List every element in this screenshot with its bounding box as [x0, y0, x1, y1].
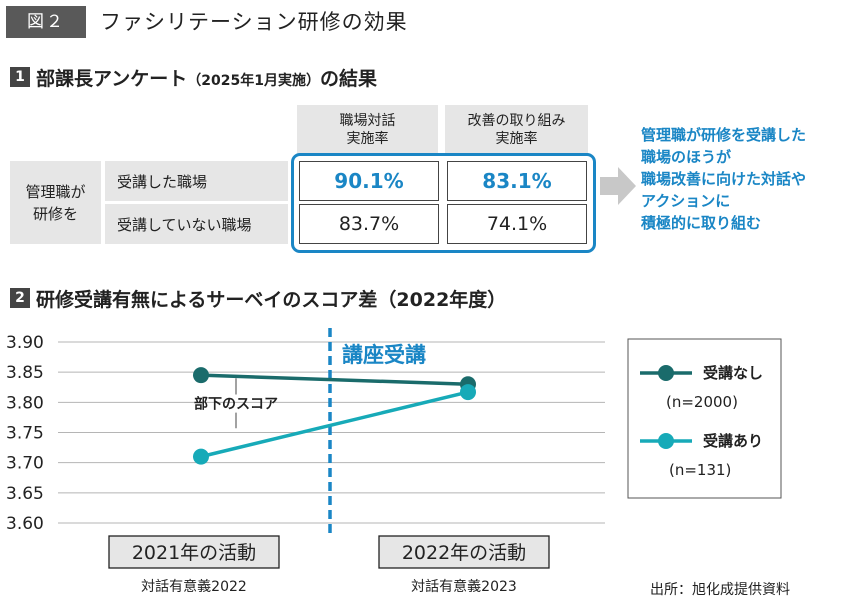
- col-header-improvement: 改善の取り組み 実施率: [445, 105, 588, 155]
- value-not-attended-dialogue: 83.7%: [299, 204, 439, 244]
- section1-title-suffix: の結果: [319, 67, 377, 90]
- series-line: [200, 373, 469, 386]
- group-label: 管理職が 研修を: [10, 161, 101, 244]
- col-header-improvement-line2: 実施率: [495, 131, 538, 147]
- legend-swatch-marker: [658, 365, 674, 381]
- value-not-attended-improvement: 74.1%: [447, 204, 587, 244]
- y-tick-label: 3.75: [6, 424, 44, 444]
- y-tick-label: 3.90: [6, 333, 44, 353]
- category-label: 2021年の活動: [132, 542, 256, 564]
- callout-line: 管理職が研修を受講した: [641, 126, 807, 144]
- series-point: [460, 384, 476, 401]
- col-header-dialogue: 職場対話 実施率: [297, 105, 438, 155]
- category-box: [378, 535, 550, 569]
- figure-badge: 図２: [6, 6, 86, 38]
- col-header-improvement-line1: 改善の取り組み: [467, 113, 566, 129]
- legend-count: (n=2000): [666, 393, 738, 411]
- source-note: 出所：旭化成提供資料: [650, 582, 790, 598]
- series-point: [193, 367, 209, 384]
- y-tick-label: 3.60: [6, 514, 44, 534]
- section1-subtitle: （2025年1月実施）: [187, 72, 320, 89]
- section2-title: 研修受講有無によるサーベイのスコア差（2022年度）: [36, 288, 507, 311]
- callout-line: アクションに: [641, 192, 731, 210]
- callout-line: 積極的に取り組む: [641, 214, 762, 232]
- section1-heading: 1 部課長アンケート（2025年1月実施）の結果: [10, 64, 377, 90]
- annotation-label: 部下のスコア: [194, 396, 278, 413]
- legend-count: (n=131): [669, 461, 731, 479]
- series-line: [200, 390, 469, 459]
- section1-title-main: 部課長アンケート: [36, 67, 188, 90]
- callout-line: 職場改善に向けた対話や: [641, 170, 807, 188]
- value-attended-improvement: 83.1%: [447, 161, 587, 201]
- legend-box: [627, 338, 782, 499]
- legend-swatch-marker: [658, 433, 674, 449]
- row-label-attended: 受講した職場: [105, 161, 288, 201]
- arrow-right-icon: [600, 167, 636, 205]
- y-tick-label: 3.70: [6, 454, 44, 474]
- group-label-line2: 研修を: [32, 204, 78, 223]
- section1-title: 部課長アンケート（2025年1月実施）の結果: [36, 64, 377, 91]
- group-label-line1: 管理職が: [25, 182, 86, 201]
- col-header-dialogue-line2: 実施率: [346, 131, 389, 147]
- value-attended-dialogue: 90.1%: [299, 161, 439, 201]
- section1-number: 1: [10, 67, 30, 87]
- category-sublabel: 対話有意義2023: [411, 578, 517, 595]
- col-header-dialogue-line1: 職場対話: [339, 113, 396, 129]
- category-label: 2022年の活動: [402, 542, 526, 564]
- legend-label: 受講なし: [703, 364, 763, 382]
- y-tick-label: 3.85: [6, 363, 44, 383]
- divider-label: 講座受講: [342, 343, 426, 367]
- highlight-frame: [291, 153, 596, 253]
- y-tick-label: 3.80: [6, 393, 44, 413]
- y-tick-label: 3.65: [6, 484, 44, 504]
- series-point: [193, 448, 209, 465]
- section2-number: 2: [10, 288, 30, 308]
- category-box: [108, 535, 280, 569]
- callout-text: 管理職が研修を受講した 職場のほうが 職場改善に向けた対話や アクションに 積極…: [641, 124, 856, 234]
- category-sublabel: 対話有意義2022: [141, 578, 247, 595]
- section2-heading: 2 研修受講有無によるサーベイのスコア差（2022年度）: [10, 285, 506, 311]
- row-label-not-attended: 受講していない職場: [105, 204, 288, 244]
- legend-label: 受講あり: [703, 432, 763, 450]
- figure-title: ファシリテーション研修の効果: [100, 10, 408, 34]
- callout-line: 職場のほうが: [641, 148, 732, 166]
